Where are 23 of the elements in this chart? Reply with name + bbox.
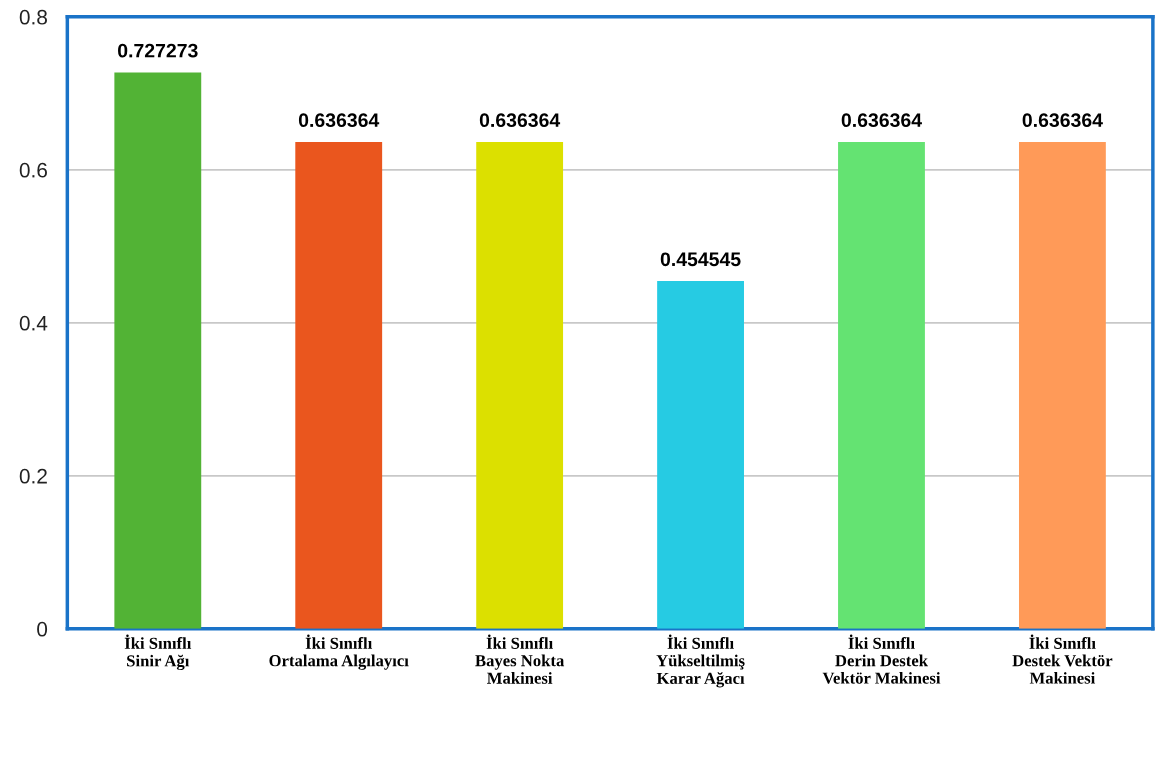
x-tick-label: İki Sınıflı Derin Destek Vektör Makinesi	[822, 634, 941, 684]
data-label: 0.636364	[1022, 113, 1103, 128]
y-tick-label: 0.2	[19, 468, 47, 484]
x-tick-label: İki Sınıflı Sinir Ağı	[124, 634, 192, 671]
data-label: 0.454545	[660, 252, 741, 267]
x-tick-label: İki Sınıflı Bayes Nokta Makinesi	[475, 634, 565, 684]
bar	[114, 72, 202, 629]
bar	[295, 142, 383, 629]
y-tick-label: 0.4	[19, 315, 48, 331]
data-label: 0.636364	[841, 113, 922, 128]
x-tick-label: İki Sınıflı Destek Vektör Makinesi	[1012, 634, 1113, 684]
y-tick-label: 0	[37, 621, 48, 637]
bar	[476, 142, 564, 629]
y-tick-label: 0.6	[19, 162, 47, 178]
bar	[1018, 142, 1106, 629]
y-tick-label: 0.8	[19, 9, 47, 25]
data-label: 0.727273	[118, 43, 198, 58]
x-tick-label: İki Sınıflı Ortalama Algılayıcı	[269, 634, 409, 670]
bar	[657, 281, 744, 629]
data-label: 0.636364	[479, 113, 561, 128]
x-tick-label: İki Sınıflı Yükseltilmiş Karar Ağacı	[656, 634, 745, 688]
data-label: 0.636364	[298, 113, 380, 128]
bar	[838, 142, 925, 629]
